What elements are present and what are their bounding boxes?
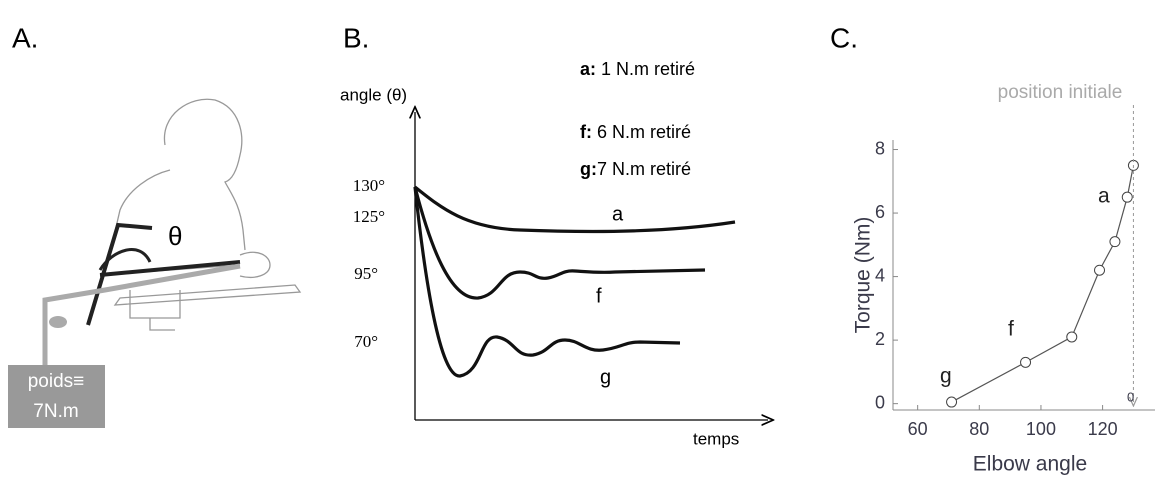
axis-label: temps — [693, 429, 739, 448]
x-tick-label: 60 — [908, 419, 928, 439]
annotation: a — [1098, 185, 1110, 208]
axis-label: angle (θ) — [340, 85, 407, 104]
weight-text: poids≡ — [28, 371, 85, 392]
tick-label: 130° — [353, 176, 385, 195]
x-tick-label: 100 — [1026, 419, 1056, 439]
annotation: f — [1008, 318, 1014, 341]
curve-label: f — [596, 285, 602, 307]
legend-text: 7 N.m retiré — [597, 159, 691, 179]
legend-entry: g:7 N.m retiré — [580, 159, 691, 179]
x-tick-label: 120 — [1088, 419, 1118, 439]
legend-key: a: — [580, 59, 596, 79]
forearm-line — [99, 260, 241, 277]
weight-text: 7N.m — [33, 401, 78, 422]
y-tick-label: 2 — [875, 329, 885, 349]
tick-label: 125° — [353, 207, 385, 226]
y-tick-label: 6 — [875, 202, 885, 222]
angle-symbol: θ — [168, 221, 182, 251]
tick-label: 95° — [354, 264, 378, 283]
legend-entry: a: 1 N.m retiré — [580, 59, 695, 79]
angle-arc — [98, 248, 152, 271]
legend-text: 1 N.m retiré — [596, 59, 695, 79]
legend-key: f: — [580, 122, 592, 142]
legend-text: 6 N.m retiré — [592, 122, 691, 142]
data-point — [1020, 356, 1032, 368]
curve-label: a — [612, 203, 624, 225]
data-point — [946, 396, 958, 408]
person-drawing — [99, 98, 302, 331]
pulley — [49, 316, 67, 328]
panel-label: C. — [830, 22, 858, 53]
tick-label: 70° — [354, 332, 378, 351]
legend-entry: f: 6 N.m retiré — [580, 122, 691, 142]
annotation: g — [940, 365, 952, 388]
x-tick-label: 80 — [969, 419, 989, 439]
y-axis-label: Torque (Nm) — [852, 217, 875, 334]
weight-box — [8, 365, 105, 428]
panel-label: A. — [12, 22, 38, 53]
curve — [414, 185, 736, 234]
curve-label: g — [600, 366, 611, 388]
panel-label: B. — [343, 22, 369, 53]
y-tick-label: 8 — [875, 138, 885, 158]
curve — [413, 186, 706, 300]
annotation: 0 — [1127, 389, 1134, 404]
cable — [42, 263, 241, 365]
data-point — [1109, 236, 1121, 248]
y-tick-label: 4 — [875, 265, 885, 285]
y-tick-label: 0 — [875, 392, 885, 412]
x-axis-label: Elbow angle — [973, 453, 1087, 476]
data-point — [1121, 191, 1133, 203]
legend-key: g: — [580, 159, 597, 179]
data-point — [1094, 264, 1106, 276]
annotation: position initiale — [998, 82, 1123, 103]
data-point — [1066, 331, 1078, 343]
curve — [413, 186, 681, 378]
